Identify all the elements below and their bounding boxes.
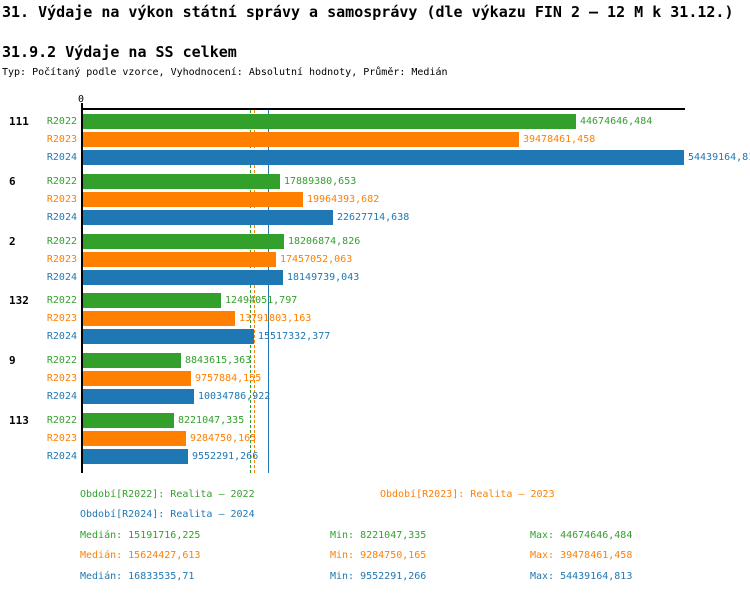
bar-value-label: 17889380,653 [284, 176, 357, 187]
bar-6-r2023 [83, 192, 303, 207]
bar-value-label: 9757884,155 [195, 373, 262, 384]
series-row-label: R2024 [46, 212, 77, 223]
report-title: 31. Výdaje na výkon státní správy a samo… [2, 3, 734, 21]
bar-9-r2023 [83, 371, 191, 386]
series-row-label: R2024 [46, 272, 77, 283]
bar-value-label: 18149739,043 [287, 272, 360, 283]
series-row-label: R2022 [46, 236, 77, 247]
series-row-label: R2024 [46, 451, 77, 462]
series-row-label: R2023 [46, 134, 77, 145]
bar-6-r2022 [83, 174, 280, 189]
axis-zero-label: 0 [78, 94, 85, 105]
bar-value-label: 22627714,638 [337, 212, 410, 223]
bar-value-label: 39478461,458 [523, 134, 596, 145]
series-row-label: R2023 [46, 373, 77, 384]
bar-132-r2022 [83, 293, 221, 308]
series-row-label: R2022 [46, 116, 77, 127]
series-row-label: R2022 [46, 295, 77, 306]
series-row-label: R2024 [46, 152, 77, 163]
stat-min-0: Min: 8221047,335 [330, 530, 427, 541]
bar-113-r2023 [83, 431, 186, 446]
bar-value-label: 12494051,797 [225, 295, 298, 306]
series-row-label: R2022 [46, 355, 77, 366]
bar-132-r2024 [83, 329, 254, 344]
bar-2-r2022 [83, 234, 284, 249]
bar-111-r2023 [83, 132, 519, 147]
median-line-r2022 [250, 110, 251, 473]
category-axis-line [81, 103, 83, 473]
group-label-132: 132 [9, 294, 29, 307]
bar-value-label: 44674646,484 [580, 116, 653, 127]
value-axis-line [81, 108, 685, 110]
section-title: 31.9.2 Výdaje na SS celkem [2, 43, 237, 61]
median-line-r2023 [254, 110, 255, 473]
series-row-label: R2022 [46, 176, 77, 187]
bar-value-label: 8221047,335 [178, 415, 245, 426]
bar-111-r2022 [83, 114, 576, 129]
bar-value-label: 15517332,377 [258, 331, 331, 342]
group-label-9: 9 [9, 354, 16, 367]
group-label-113: 113 [9, 414, 29, 427]
stat-max-1: Max: 39478461,458 [530, 550, 633, 561]
bar-9-r2024 [83, 389, 194, 404]
bar-111-r2024 [83, 150, 684, 165]
median-line-r2024 [268, 110, 269, 473]
bar-value-label: 17457052,063 [280, 254, 353, 265]
group-label-6: 6 [9, 175, 16, 188]
group-label-2: 2 [9, 235, 16, 248]
stat-median-0: Medián: 15191716,225 [80, 530, 201, 541]
bar-113-r2022 [83, 413, 174, 428]
bar-value-label: 10034786,922 [198, 391, 271, 402]
stat-min-2: Min: 9552291,266 [330, 571, 427, 582]
legend-item-0: Období[R2022]: Realita – 2022 [80, 489, 255, 500]
chart-meta-line: Typ: Počítaný podle vzorce, Vyhodnocení:… [2, 67, 448, 78]
bar-9-r2022 [83, 353, 181, 368]
series-row-label: R2023 [46, 254, 77, 265]
series-row-label: R2023 [46, 313, 77, 324]
bar-value-label: 18206874,826 [288, 236, 361, 247]
legend-item-2: Období[R2024]: Realita – 2024 [80, 509, 255, 520]
legend-item-1: Období[R2023]: Realita – 2023 [380, 489, 555, 500]
bar-2-r2024 [83, 270, 283, 285]
bar-2-r2023 [83, 252, 276, 267]
bar-6-r2024 [83, 210, 333, 225]
stat-max-0: Max: 44674646,484 [530, 530, 633, 541]
bar-value-label: 13791803,163 [239, 313, 312, 324]
stat-median-2: Medián: 16833535,71 [80, 571, 195, 582]
bar-value-label: 9552291,266 [192, 451, 259, 462]
series-row-label: R2024 [46, 331, 77, 342]
series-row-label: R2022 [46, 415, 77, 426]
bar-value-label: 54439164,813 [688, 152, 750, 163]
series-row-label: R2023 [46, 194, 77, 205]
series-row-label: R2024 [46, 391, 77, 402]
bar-value-label: 19964393,682 [307, 194, 380, 205]
series-row-label: R2023 [46, 433, 77, 444]
bar-value-label: 9284750,165 [190, 433, 257, 444]
bar-132-r2023 [83, 311, 235, 326]
stat-max-2: Max: 54439164,813 [530, 571, 633, 582]
bar-value-label: 8843615,363 [185, 355, 252, 366]
stat-median-1: Medián: 15624427,613 [80, 550, 201, 561]
group-label-111: 111 [9, 115, 29, 128]
bar-113-r2024 [83, 449, 188, 464]
stat-min-1: Min: 9284750,165 [330, 550, 427, 561]
